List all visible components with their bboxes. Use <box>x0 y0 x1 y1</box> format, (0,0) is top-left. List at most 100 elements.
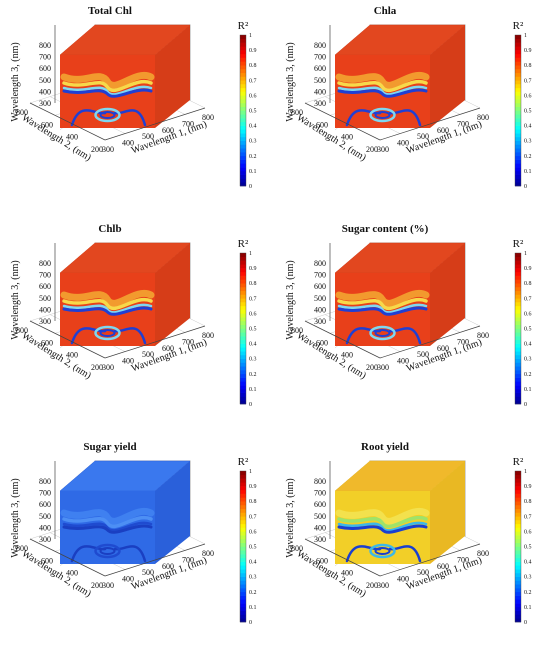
colorbar-segment <box>240 253 246 258</box>
colorbar-segment <box>515 373 521 378</box>
colorbar-tick-label: 1 <box>249 251 252 257</box>
colorbar-tick-label: 0.1 <box>524 605 532 611</box>
colorbar-segment <box>240 155 246 160</box>
chart-title: Chla <box>374 5 397 17</box>
colorbar-segment <box>240 599 246 604</box>
colorbar-segment <box>515 343 521 348</box>
colorbar-segment <box>515 271 521 276</box>
colorbar-segment <box>240 508 246 513</box>
colorbar-segment <box>240 324 246 329</box>
colorbar-label: R² <box>238 456 249 468</box>
colorbar-segment <box>240 136 246 141</box>
colorbar-segment <box>515 588 521 593</box>
colorbar-segment <box>240 99 246 104</box>
colorbar-segment <box>240 523 246 528</box>
z-tick-label: 800 <box>39 41 51 50</box>
heat-ring <box>94 543 121 559</box>
colorbar-tick-label: 0.6 <box>524 93 532 99</box>
cube-right-face <box>430 25 465 128</box>
colorbar-segment <box>515 136 521 141</box>
colorbar-tick-label: 0.7 <box>249 514 257 520</box>
colorbar-segment <box>240 91 246 96</box>
colorbar-tick-label: 0.9 <box>249 266 257 272</box>
colorbar-segment <box>240 50 246 55</box>
colorbar-tick-label: 0.2 <box>524 154 532 160</box>
colorbar-tick-label: 0.8 <box>249 281 257 287</box>
colorbar-segment <box>515 298 521 303</box>
heat-band <box>337 524 428 534</box>
colorbar-segment <box>515 106 521 111</box>
colorbar-segment <box>515 576 521 581</box>
colorbar-segment <box>240 347 246 352</box>
colorbar-segment <box>240 520 246 525</box>
colorbar-segment <box>240 53 246 58</box>
colorbar-segment <box>515 260 521 265</box>
chart-panel: Sugar content (%) 300 400 500 600 700 800 200 40… <box>275 218 550 436</box>
colorbar-tick-label: 0.9 <box>524 48 532 54</box>
colorbar-segment <box>515 614 521 619</box>
colorbar-segment <box>515 50 521 55</box>
colorbar-tick-label: 0.6 <box>249 311 257 317</box>
heat-ring <box>374 547 391 555</box>
colorbar-segment <box>515 87 521 92</box>
z-tick-label: 300 <box>314 535 326 544</box>
heat-band <box>337 303 428 314</box>
x-tick-label: 800 <box>202 549 214 558</box>
colorbar-segment <box>240 320 246 326</box>
x-tick-label: 600 <box>437 562 449 571</box>
colorbar-label: R² <box>238 20 249 32</box>
colorbar-tick-label: 0 <box>249 184 252 190</box>
z-tick-label: 400 <box>39 305 51 314</box>
chart-title: Chlb <box>98 223 121 235</box>
colorbar-tick-label: 0.1 <box>524 169 532 175</box>
colorbar-segment <box>515 140 521 145</box>
z-tick-label: 500 <box>39 512 51 521</box>
colorbar-segment <box>240 482 246 487</box>
z-axis-label: Wavelength 3, (nm) <box>10 42 21 121</box>
colorbar-segment <box>240 167 246 172</box>
colorbar-segment <box>515 591 521 596</box>
colorbar-segment <box>240 603 246 608</box>
colorbar-segment <box>240 572 246 577</box>
colorbar-segment <box>515 504 521 510</box>
chart-panel: Chla 300 400 500 600 700 800 200 400 600 800 300 400… <box>275 0 550 218</box>
colorbar-segment <box>240 339 246 344</box>
colorbar-segment <box>515 53 521 58</box>
z-tick-label: 300 <box>39 317 51 326</box>
colorbar-tick-label: 0 <box>249 402 252 408</box>
colorbar-segment <box>240 565 246 570</box>
colorbar-segment <box>515 512 521 517</box>
z-tick-label: 600 <box>314 64 326 73</box>
colorbar-segment <box>515 264 521 269</box>
colorbar-tick-label: 0.1 <box>249 169 257 175</box>
colorbar-segment <box>515 388 521 393</box>
colorbar-segment <box>240 588 246 593</box>
colorbar-frame <box>239 470 247 623</box>
chart-svg: Total Chl 300 400 500 600 700 800 200 400 600 800 3… <box>10 5 257 190</box>
colorbar-segment <box>515 508 521 513</box>
colorbar-tick-label: 0.5 <box>249 545 257 551</box>
x-tick-label: 400 <box>122 575 134 584</box>
colorbar-segment <box>515 102 521 108</box>
colorbar-tick-label: 0.3 <box>249 139 257 145</box>
colorbar-segment <box>515 392 521 397</box>
colorbar-segment <box>515 118 521 123</box>
colorbar-segment <box>240 178 246 183</box>
colorbar-segment <box>240 76 246 81</box>
colorbar-segment <box>240 610 246 615</box>
cube-right-face <box>155 243 190 346</box>
colorbar-segment <box>240 584 246 589</box>
colorbar-tick-label: 0.5 <box>524 545 532 551</box>
cube-right-face <box>430 461 465 564</box>
z-axis-label: Wavelength 3, (nm) <box>10 478 21 557</box>
heat-band <box>335 71 430 89</box>
z-axis-label: Wavelength 3, (nm) <box>285 260 296 339</box>
x-tick-label: 600 <box>437 126 449 135</box>
colorbar-segment <box>515 114 521 119</box>
chart-title: Sugar yield <box>83 441 136 453</box>
heat-band <box>337 88 428 98</box>
cube-surface <box>334 460 466 564</box>
y-tick-label: 800 <box>16 544 28 553</box>
colorbar-tick-label: 0.8 <box>524 281 532 287</box>
heat-ring <box>369 325 396 341</box>
